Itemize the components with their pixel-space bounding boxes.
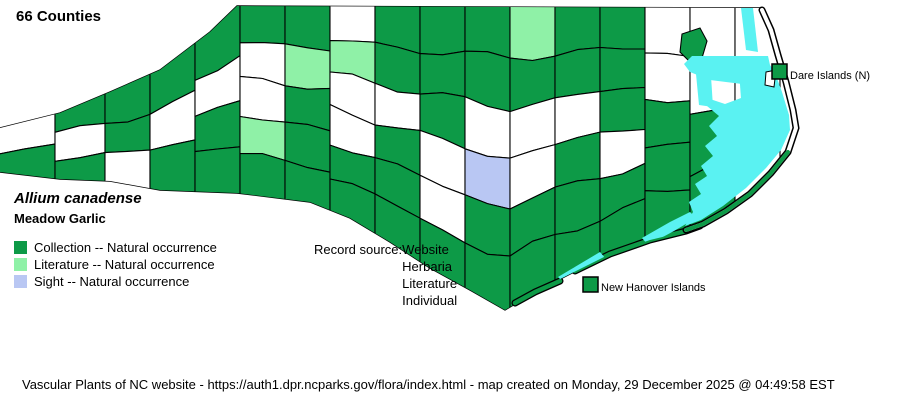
county-collection[interactable] — [104, 68, 151, 124]
collection-swatch — [14, 241, 27, 254]
record-source-value: Herbaria — [402, 259, 453, 274]
county-literature[interactable] — [509, 3, 556, 62]
species-scientific-name: Allium canadense — [14, 190, 142, 207]
county-collection[interactable] — [599, 4, 646, 50]
county-land[interactable] — [104, 149, 151, 194]
county-collection[interactable] — [554, 46, 601, 99]
island-label: New Hanover Islands — [601, 282, 706, 294]
legend-row-literature: Literature -- Natural occurrence — [14, 256, 217, 273]
record-source-values: Website Herbaria Literature Individual — [402, 241, 457, 309]
record-source-value: Literature — [402, 276, 458, 291]
county-collection[interactable] — [149, 139, 196, 197]
sound-water — [738, 56, 763, 102]
record-source-label: Record source: — [314, 242, 403, 257]
county-collection[interactable] — [644, 98, 691, 149]
legend-row-collection: Collection -- Natural occurrence — [14, 239, 217, 256]
county-land[interactable] — [239, 75, 286, 123]
legend-label: Literature -- Natural occurrence — [34, 257, 215, 272]
county-collection[interactable] — [284, 1, 331, 52]
barrier-island — [512, 278, 563, 306]
record-source-value: Individual — [402, 293, 458, 308]
species-common-name: Meadow Garlic — [14, 211, 106, 226]
county-collection[interactable] — [599, 86, 646, 133]
legend-label: Sight -- Natural occurrence — [34, 274, 190, 289]
sound-water — [642, 212, 696, 245]
literature-swatch — [14, 258, 27, 271]
sight-swatch — [14, 275, 27, 288]
county-count-title: 66 Counties — [16, 8, 102, 25]
legend: Collection -- Natural occurrence Literat… — [14, 239, 217, 290]
county-collection[interactable] — [599, 46, 646, 93]
outer-banks-collection — [684, 150, 790, 232]
county-land[interactable] — [644, 52, 691, 104]
county-collection[interactable] — [464, 3, 511, 59]
legend-row-sight: Sight -- Natural occurrence — [14, 273, 217, 290]
new-hanover-islands-marker[interactable] — [582, 276, 599, 293]
record-source-value: Website — [402, 242, 449, 257]
sound-water — [741, 8, 758, 52]
record-source: Record source: Website Herbaria Literatu… — [314, 241, 457, 309]
county-collection[interactable] — [644, 141, 691, 192]
legend-label: Collection -- Natural occurrence — [34, 240, 217, 255]
county-collection[interactable] — [194, 146, 241, 199]
dare-islands-marker[interactable] — [771, 63, 788, 80]
county-literature[interactable] — [284, 43, 331, 90]
sound-water — [685, 58, 790, 226]
county-collection[interactable] — [419, 2, 466, 56]
county-collection[interactable] — [419, 50, 466, 98]
county-collection[interactable] — [239, 1, 286, 45]
county-land[interactable] — [329, 2, 376, 43]
island-label: Dare Islands (N) — [790, 70, 870, 82]
species-block: Allium canadense Meadow Garlic — [14, 190, 142, 226]
footer-credit: Vascular Plants of NC website - https://… — [22, 377, 835, 392]
